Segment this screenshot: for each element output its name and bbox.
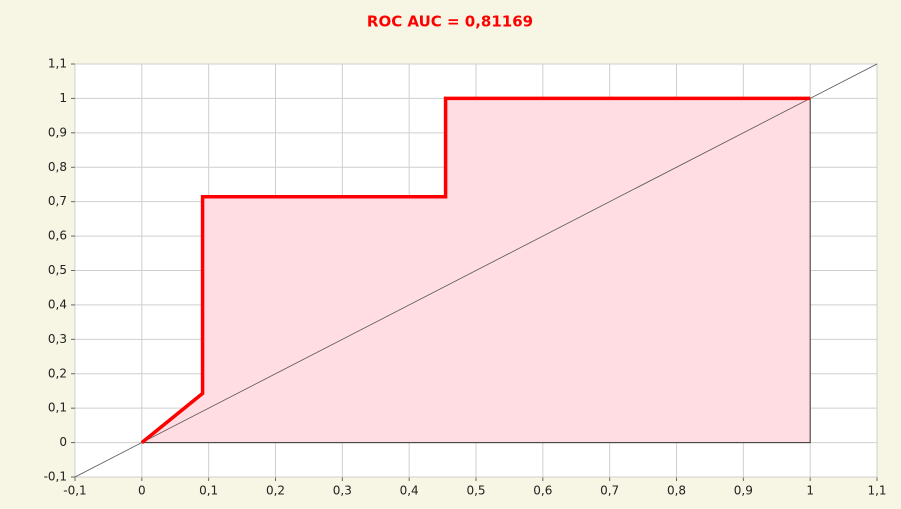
x-tick-label: 1: [806, 484, 814, 498]
reference-line: [74, 63, 878, 478]
y-tick-label: 0,8: [48, 160, 67, 174]
x-tick-label: 0,8: [667, 484, 686, 498]
y-tick-label: 1,1: [48, 57, 67, 71]
y-tick-label: 0,3: [48, 332, 67, 346]
x-tick-label: -0,1: [63, 484, 86, 498]
x-tick-label: 1,1: [867, 484, 886, 498]
x-tick-label: 0,4: [400, 484, 419, 498]
y-tick-label: 0,7: [48, 194, 67, 208]
x-tick-label: 0,2: [266, 484, 285, 498]
x-tick-label: 0,5: [466, 484, 485, 498]
x-tick-label: 0,7: [600, 484, 619, 498]
chart-title: ROC AUC = 0,81169: [367, 13, 533, 31]
y-tick-label: 0,6: [48, 229, 67, 243]
roc-line: [140, 96, 811, 444]
x-tick-label: 0,1: [199, 484, 218, 498]
y-tick-label: 0: [59, 435, 67, 449]
y-tick-label: 0,5: [48, 263, 67, 277]
y-tick-label: 1: [59, 91, 67, 105]
x-tick-label: 0: [138, 484, 146, 498]
y-tick-label: -0,1: [44, 470, 67, 484]
x-tick-label: 0,3: [333, 484, 352, 498]
y-tick-label: 0,9: [48, 125, 67, 139]
y-tick-label: 0,4: [48, 297, 67, 311]
y-tick-label: 0,2: [48, 366, 67, 380]
x-tick-label: 0,9: [734, 484, 753, 498]
x-tick-label: 0,6: [533, 484, 552, 498]
y-tick-label: 0,1: [48, 401, 67, 415]
